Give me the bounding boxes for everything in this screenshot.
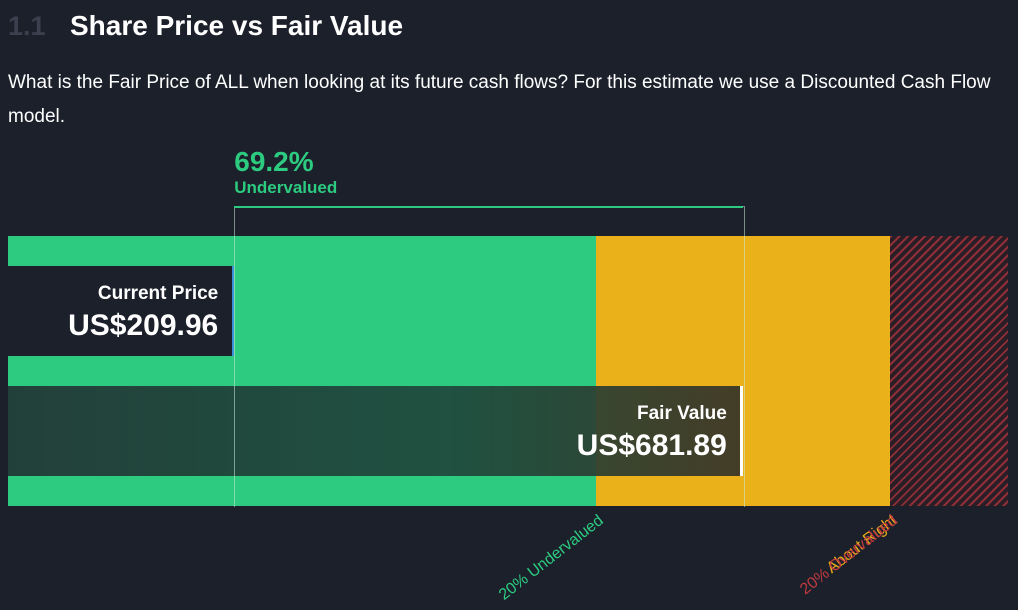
current-price-bar (8, 266, 235, 356)
discount-label: Undervalued (234, 178, 338, 197)
current-price-label: Current Price (97, 283, 219, 304)
section-number: 1.1 (8, 10, 46, 41)
overvalued-zone-band (889, 236, 1008, 506)
fair-value-label: Fair Value (637, 403, 727, 424)
valuation-chart: Current Price US$209.96 Fair Value US$68… (0, 140, 1018, 610)
discount-percent: 69.2% (234, 146, 314, 177)
discount-bracket (234, 206, 745, 507)
current-price-marker (232, 266, 235, 356)
fair-value-marker (739, 386, 743, 476)
discount-bracket-line (234, 206, 743, 208)
zone-label-overvalued: 20% Overvalued (796, 512, 901, 599)
fair-value-value: US$681.89 (576, 429, 727, 462)
section-header: 1.1 Share Price vs Fair Value (8, 6, 403, 46)
section-title: Share Price vs Fair Value (70, 10, 404, 41)
section-description: What is the Fair Price of ALL when looki… (8, 72, 991, 127)
fair-value-bar (8, 386, 743, 476)
zone-label-undervalued: 20% Undervalued (495, 512, 607, 604)
current-price-value: US$209.96 (68, 309, 219, 342)
